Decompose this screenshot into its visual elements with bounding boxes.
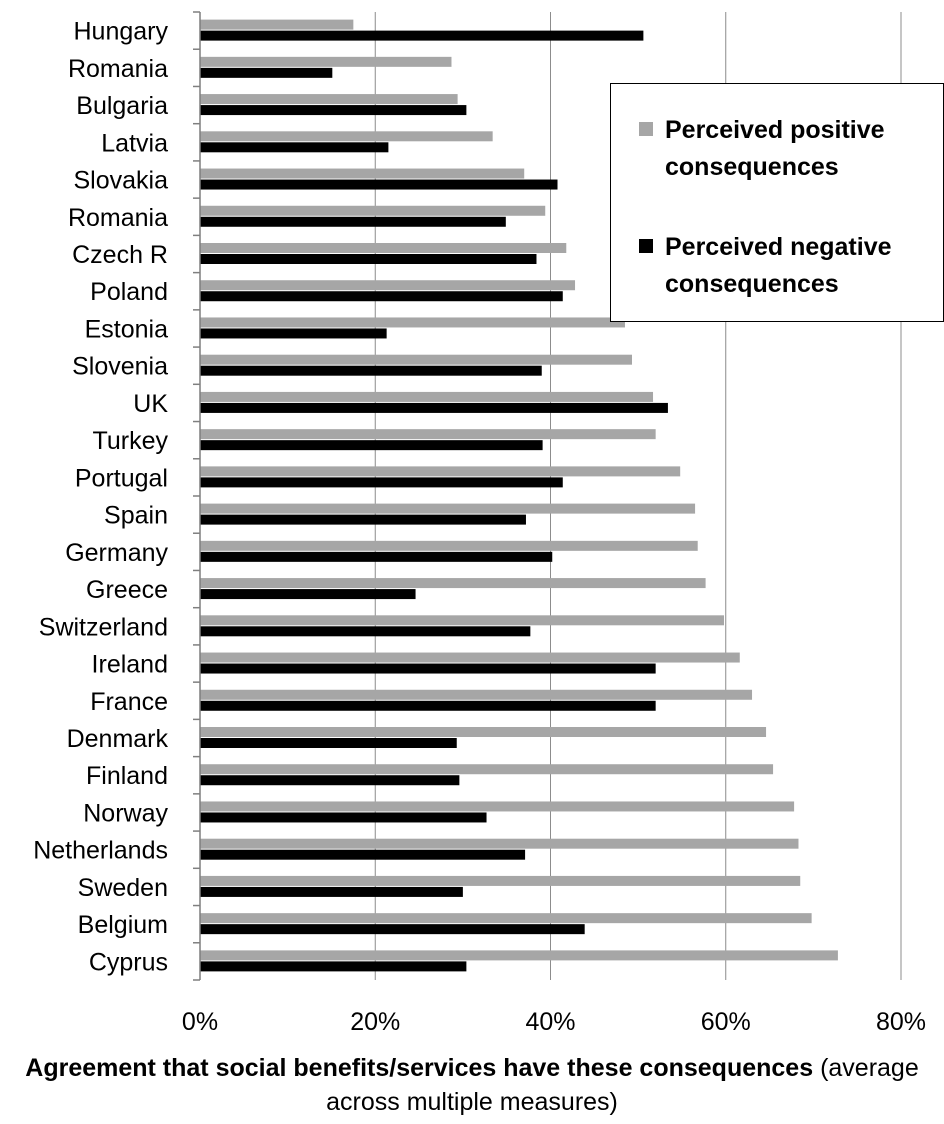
bar-negative-2: [200, 105, 467, 116]
bar-positive-3: [200, 131, 493, 142]
category-label-8: Estonia: [85, 315, 168, 343]
bar-positive-1: [200, 56, 452, 67]
bar-negative-1: [200, 67, 333, 78]
bar-negative-24: [200, 924, 585, 935]
category-label-1: Romania: [68, 55, 168, 83]
category-label-2: Bulgaria: [76, 92, 168, 120]
bar-negative-22: [200, 849, 526, 860]
bar-negative-16: [200, 626, 531, 637]
bar-positive-9: [200, 354, 632, 365]
bar-negative-11: [200, 440, 543, 451]
category-label-4: Slovakia: [74, 167, 169, 195]
bar-negative-23: [200, 886, 463, 897]
bar-positive-16: [200, 615, 724, 626]
bar-negative-8: [200, 328, 387, 339]
legend-item-positive: Perceived positive consequences: [639, 112, 935, 186]
bar-positive-6: [200, 243, 567, 253]
bar-positive-12: [200, 466, 681, 477]
category-label-21: Norway: [83, 799, 168, 827]
legend-swatch-positive: [639, 122, 653, 136]
category-label-15: Greece: [86, 576, 168, 604]
category-label-23: Sweden: [78, 874, 168, 902]
bar-positive-20: [200, 764, 774, 775]
category-label-20: Finland: [86, 762, 168, 790]
category-label-5: Romania: [68, 204, 168, 232]
bar-negative-9: [200, 365, 542, 376]
bar-positive-21: [200, 801, 795, 812]
category-label-17: Ireland: [92, 651, 168, 679]
bar-positive-5: [200, 205, 546, 216]
category-label-6: Czech R: [72, 241, 168, 269]
bar-positive-23: [200, 875, 801, 886]
bar-positive-10: [200, 391, 654, 402]
category-label-12: Portugal: [75, 464, 168, 492]
category-label-13: Spain: [104, 502, 168, 530]
bar-positive-15: [200, 578, 706, 589]
x-tick-label-2: 40%: [525, 1008, 575, 1036]
bar-positive-11: [200, 429, 656, 440]
x-axis-title-bold: Agreement that social benefits/services …: [25, 1054, 814, 1082]
category-label-14: Germany: [65, 539, 168, 567]
legend-item-negative: Perceived negative consequences: [639, 229, 935, 303]
bar-positive-4: [200, 168, 525, 179]
bar-negative-25: [200, 961, 467, 972]
category-label-0: Hungary: [74, 18, 169, 46]
bar-negative-12: [200, 477, 563, 488]
category-label-22: Netherlands: [33, 837, 168, 865]
bar-positive-24: [200, 913, 812, 924]
x-axis-title: Agreement that social benefits/services …: [0, 1051, 944, 1119]
bar-negative-5: [200, 216, 506, 227]
bar-positive-14: [200, 540, 698, 551]
x-tick-label-0: 0%: [182, 1008, 218, 1036]
bar-negative-3: [200, 142, 389, 153]
legend-label-positive: Perceived positive consequences: [665, 116, 885, 181]
bar-negative-10: [200, 402, 668, 413]
category-label-19: Denmark: [67, 725, 169, 753]
x-tick-label-4: 80%: [876, 1008, 926, 1036]
bar-negative-21: [200, 812, 487, 823]
bar-negative-0: [200, 30, 644, 41]
bar-positive-19: [200, 727, 767, 737]
legend-label-negative: Perceived negative consequences: [665, 233, 892, 298]
bar-negative-19: [200, 738, 457, 748]
bar-negative-4: [200, 179, 558, 190]
category-label-10: UK: [133, 390, 168, 418]
bar-positive-0: [200, 19, 354, 30]
bar-negative-7: [200, 291, 563, 302]
bar-negative-13: [200, 514, 526, 525]
bar-positive-22: [200, 838, 799, 849]
category-label-16: Switzerland: [39, 613, 168, 641]
category-label-25: Cyprus: [89, 948, 168, 976]
bar-negative-14: [200, 551, 553, 562]
category-label-11: Turkey: [93, 427, 169, 455]
bar-positive-8: [200, 317, 625, 328]
category-label-9: Slovenia: [72, 353, 168, 381]
bar-positive-2: [200, 94, 458, 105]
category-label-3: Latvia: [101, 129, 168, 157]
x-tick-label-3: 60%: [701, 1008, 751, 1036]
x-tick-label-1: 20%: [350, 1008, 400, 1036]
bar-positive-17: [200, 652, 740, 663]
category-label-24: Belgium: [78, 911, 168, 939]
bar-negative-15: [200, 589, 416, 600]
bar-positive-7: [200, 280, 576, 291]
bar-positive-18: [200, 689, 753, 700]
legend: Perceived positive consequences Perceive…: [610, 83, 944, 322]
bar-negative-20: [200, 775, 460, 786]
bar-negative-17: [200, 663, 656, 674]
category-label-7: Poland: [90, 278, 168, 306]
bar-negative-18: [200, 700, 656, 711]
bar-positive-13: [200, 503, 696, 514]
bar-positive-25: [200, 950, 838, 961]
bar-negative-6: [200, 254, 537, 264]
category-label-18: France: [90, 688, 168, 716]
x-axis-title-normal: (average across multiple measures): [326, 1054, 919, 1116]
legend-swatch-negative: [639, 239, 653, 253]
